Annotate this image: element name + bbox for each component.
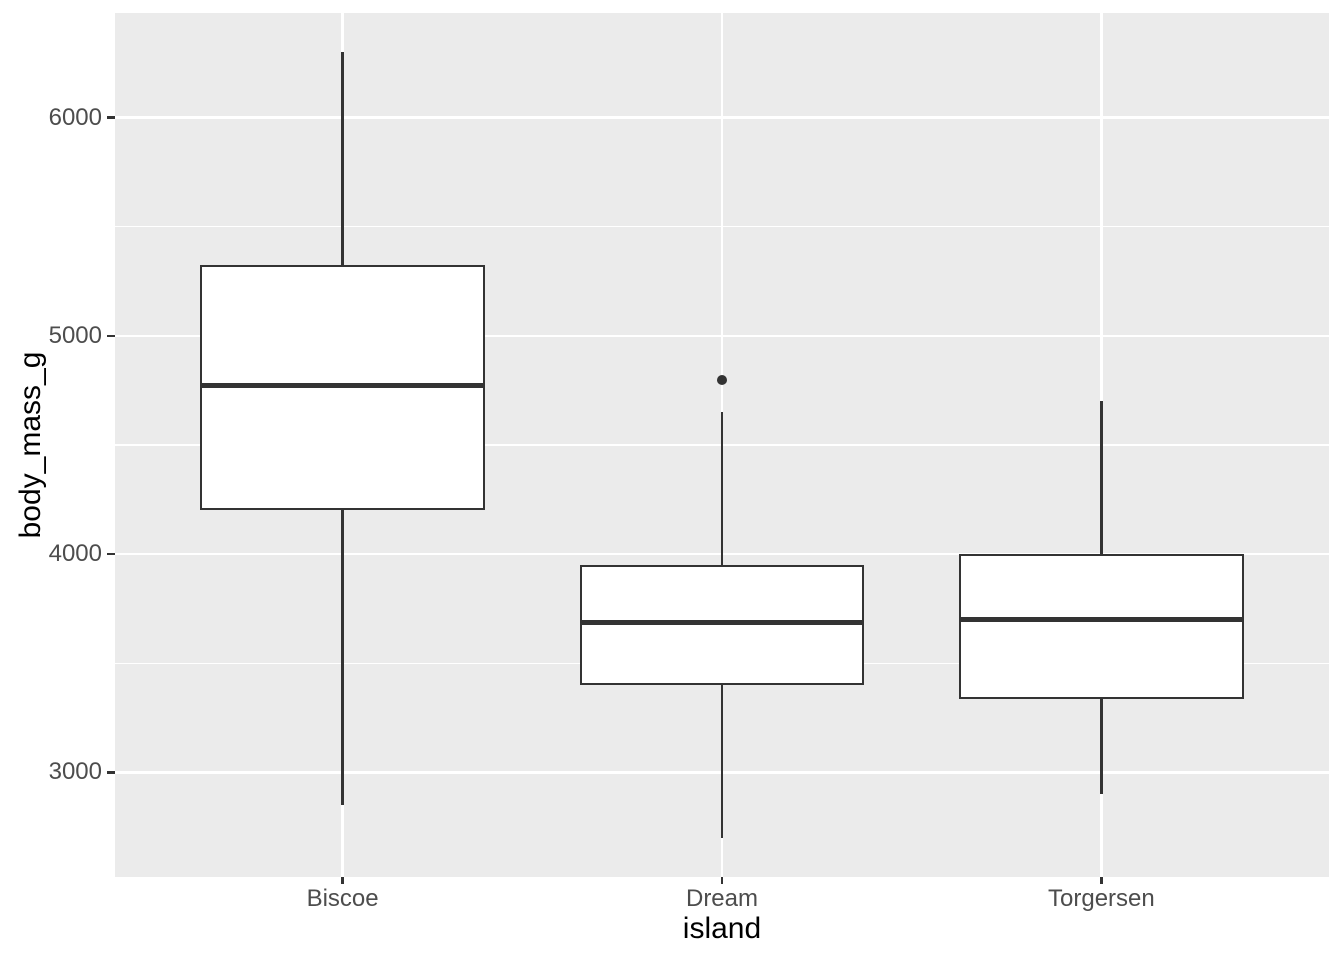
- y-axis-title: body_mass_g: [14, 351, 47, 539]
- outlier-point-dream: [717, 374, 727, 385]
- box-biscoe: [200, 265, 485, 511]
- whisker-upper-dream: [720, 412, 724, 565]
- x-axis-tick-dream: [720, 877, 724, 884]
- y-axis-tick-3000: [107, 771, 115, 774]
- whisker-lower-biscoe: [341, 510, 344, 805]
- y-tick-label-4000: 4000: [48, 540, 102, 568]
- y-tick-label-5000: 5000: [48, 321, 102, 349]
- whisker-upper-biscoe: [341, 52, 344, 265]
- whisker-lower-dream: [720, 685, 724, 838]
- median-line-torgersen: [959, 617, 1244, 623]
- y-axis-tick-5000: [107, 334, 115, 338]
- x-axis-title: island: [682, 912, 762, 945]
- median-line-dream: [579, 619, 865, 625]
- y-axis-tick-6000: [107, 116, 115, 119]
- x-tick-label-biscoe: Biscoe: [306, 885, 379, 912]
- median-line-biscoe: [200, 382, 485, 388]
- x-tick-label-torgersen: Torgersen: [1048, 885, 1155, 912]
- x-axis-tick-torgersen: [1100, 877, 1103, 884]
- box-torgersen: [959, 554, 1244, 699]
- whisker-upper-torgersen: [1100, 401, 1103, 555]
- box-dream: [579, 565, 865, 685]
- x-tick-label-dream: Dream: [685, 885, 758, 912]
- y-tick-label-3000: 3000: [48, 758, 102, 786]
- y-axis-tick-4000: [107, 552, 115, 556]
- whisker-lower-torgersen: [1100, 698, 1103, 795]
- y-tick-label-6000: 6000: [48, 103, 102, 131]
- x-axis-tick-biscoe: [341, 877, 344, 884]
